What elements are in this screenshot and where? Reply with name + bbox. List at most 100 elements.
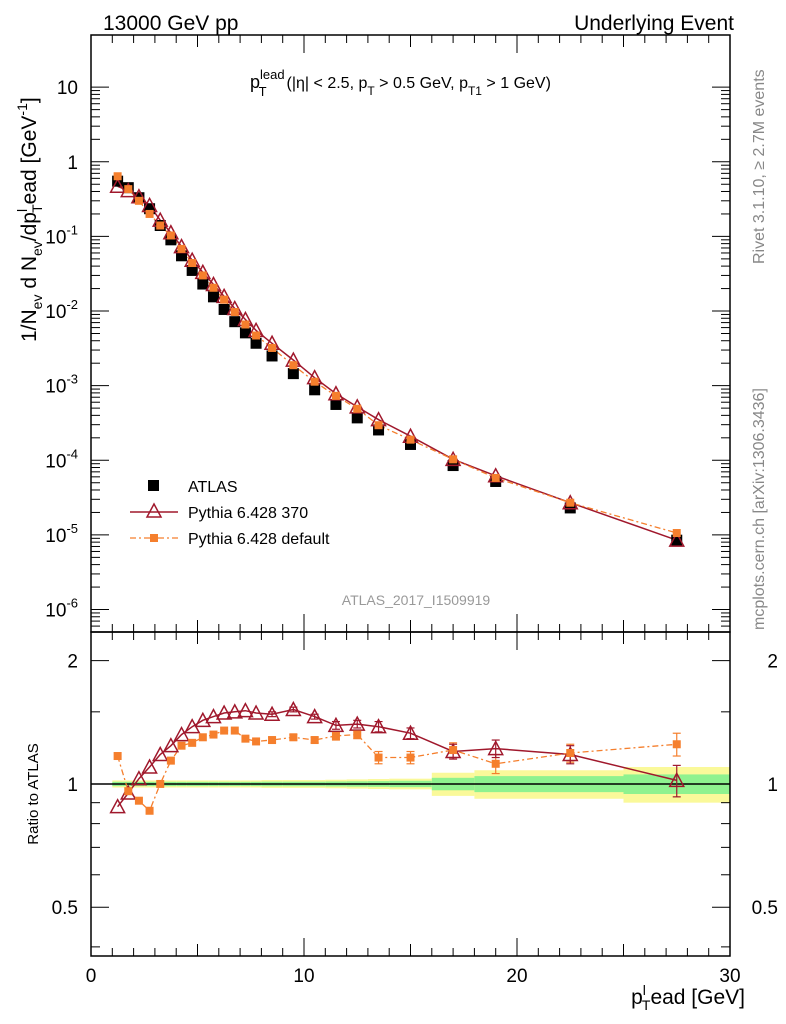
ratio-point-pythia-default (566, 749, 575, 758)
main-ytick-label: 10-4 (45, 446, 78, 472)
main-point-atlas (165, 234, 177, 246)
header-left: 13000 GeV pp (103, 12, 238, 35)
main-point-pythia-default (252, 331, 261, 340)
ratio-point-pythia-default (177, 741, 186, 750)
ratio-point-pythia370 (348, 715, 366, 731)
main-point-pythia-default (188, 259, 197, 268)
main-ytick-label: 10-5 (45, 521, 78, 547)
ratio-point-pythia370 (162, 737, 180, 753)
main-point-atlas (309, 384, 321, 396)
main-point-pythia-default (310, 377, 319, 386)
title-sub-t1: T1 (468, 84, 482, 98)
xlabel-rest: ead [GeV] (650, 986, 745, 1009)
main-point-atlas (144, 203, 156, 215)
main-point-atlas (287, 368, 299, 380)
legend-label-pythia-default: Pythia 6.428 default (188, 531, 330, 548)
main-point-pythia370 (109, 177, 126, 194)
ratio-point-pythia370 (141, 758, 158, 774)
ylabel-b: d N (18, 256, 41, 295)
ratio-point-pythia-default (672, 740, 681, 749)
main-point-pythia-default (566, 498, 575, 507)
ylabel-c: /dp (18, 212, 41, 241)
ratio-point-pythia-default (156, 779, 165, 788)
ratio-point-pythia-default (353, 730, 362, 739)
ratio-ytick-label-right: 0.5 (752, 898, 778, 919)
main-plot-title: plead T (|η| < 2.5, pT > 0.5 GeV, pT1 > 1 … (250, 67, 551, 99)
main-ytick-label-base: 10 (45, 601, 66, 622)
ratio-point-pythia370 (226, 703, 244, 719)
main-ytick-label: 10 (57, 78, 78, 99)
main-point-atlas (250, 337, 262, 349)
main-point-pythia-default (672, 529, 681, 538)
ratio-xtick-label: 10 (293, 966, 314, 987)
ratio-point-pythia370 (668, 771, 686, 788)
main-ytick-label-exp: -1 (66, 222, 78, 237)
main-point-pythia-default (374, 421, 383, 430)
ratio-point-pythia370 (151, 745, 169, 762)
main-point-atlas (197, 278, 209, 290)
ratio-point-pythia-default (230, 726, 239, 735)
legend-marker-atlas (148, 480, 159, 491)
title-sub-t2: T (367, 84, 375, 98)
main-point-pythia-default (230, 308, 239, 317)
xlabel-sub-t: T (642, 997, 651, 1013)
ylabel-sub-ev: ev (29, 295, 45, 310)
main-point-pythia-default (331, 391, 340, 400)
main-ytick-label-exp: -5 (66, 521, 78, 536)
main-point-atlas (373, 424, 385, 436)
title-body: (|η| < 2.5, p (287, 75, 368, 92)
ratio-point-pythia-default (491, 759, 500, 768)
main-ytick-label: 10-2 (45, 297, 78, 323)
main-point-pythia-default (134, 196, 143, 205)
main-point-pythia-default (268, 343, 277, 352)
ratio-ylabel: Ratio to ATLAS (25, 743, 42, 844)
ratio-point-pythia-default (145, 806, 154, 815)
ratio-ytick-label-right: 2 (767, 652, 778, 673)
mcplots-label: mcplots.cern.ch [arXiv:1306.3436] (751, 388, 768, 630)
main-ytick-label: 10-3 (45, 372, 78, 398)
main-ytick-label-exp: -2 (66, 297, 78, 312)
legend-marker-pythia370 (145, 502, 163, 518)
main-point-pythia-default (145, 209, 154, 218)
ratio-point-pythia-default (310, 736, 319, 745)
main-point-pythia-default (124, 185, 133, 194)
main-point-pythia-default (289, 361, 298, 370)
ratio-point-pythia-default (198, 733, 207, 742)
main-point-pythia-default (353, 404, 362, 413)
main-ytick-label-base: 10 (45, 227, 66, 248)
main-ytick-label-exp: -4 (66, 446, 78, 461)
main-point-pythia-default (241, 320, 250, 329)
ratio-point-pythia370 (237, 702, 254, 718)
ratio-point-pythia370 (205, 708, 222, 724)
main-point-atlas (186, 264, 198, 276)
ratio-point-pythia370 (285, 700, 302, 717)
ylabel-a: 1/N (18, 309, 41, 342)
ylabel-sup-l: l (14, 209, 30, 212)
ylabel-d: ead [GeV (18, 116, 41, 205)
main-ytick-label: 10-1 (45, 222, 78, 248)
title-sub-t: T (259, 84, 267, 99)
main-ylabel: 1/Nev d Nev/dplTead [GeV-1] (14, 97, 45, 342)
main-point-pythia-default (113, 172, 122, 181)
main-ytick-label-base: 10 (57, 78, 78, 99)
ratio-point-pythia-default (374, 753, 383, 762)
main-plot-frame (90, 34, 731, 633)
main-point-atlas (218, 303, 230, 315)
ratio-point-pythia-default (220, 726, 229, 735)
main-point-atlas (671, 534, 683, 546)
ratio-point-pythia-default (188, 738, 197, 747)
ratio-point-pythia370 (402, 724, 419, 740)
main-point-pythia-default (177, 244, 186, 253)
ratio-point-pythia-default (289, 733, 298, 742)
main-point-pythia-default (198, 271, 207, 280)
rivet-label: Rivet 3.1.10, ≥ 2.7M events (751, 69, 768, 264)
ratio-point-pythia-default (252, 737, 261, 746)
main-point-atlas (330, 398, 342, 410)
main-point-atlas (564, 502, 576, 514)
main-point-pythia-default (220, 295, 229, 304)
title-body2: > 0.5 GeV, p (375, 75, 468, 92)
main-ytick-label-exp: -6 (66, 596, 78, 611)
ylabel-sup-m1: -1 (14, 103, 30, 116)
